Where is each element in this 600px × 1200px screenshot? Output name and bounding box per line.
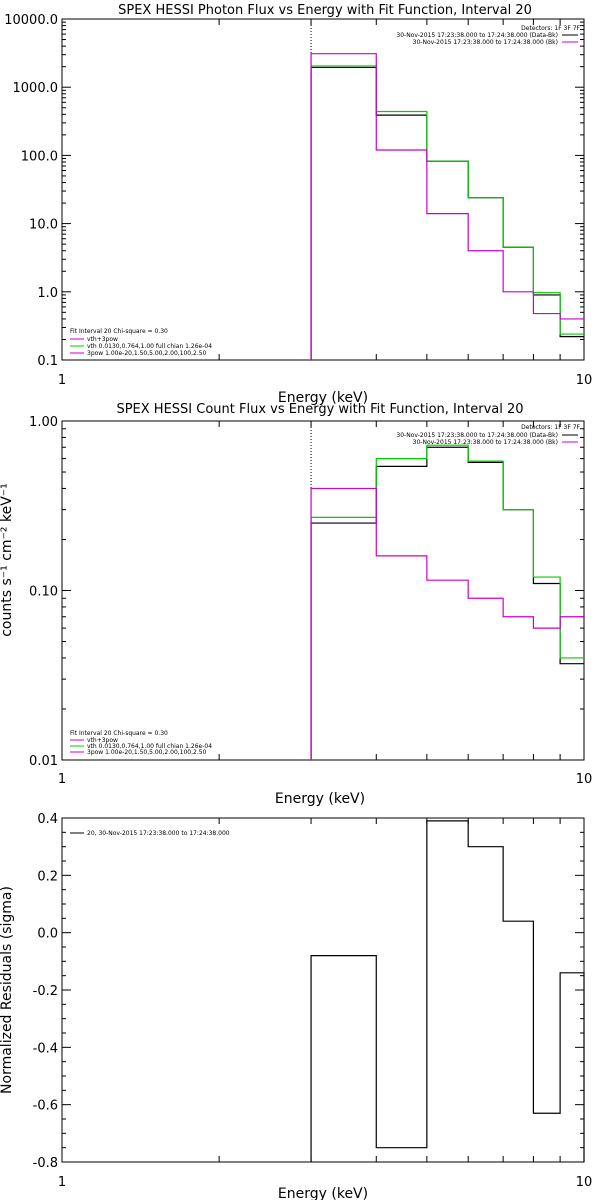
legend-entry-vth3pow: vth+3pow xyxy=(87,737,118,744)
legend-entry-3pow: 3pow 1.00e-20,1.50,5.00,2.00,100,2.50 xyxy=(87,350,207,357)
count-flux-x-tick-label: 1 xyxy=(58,772,66,787)
residuals-y-axis-label: Normalized Residuals (sigma) xyxy=(0,886,15,1094)
y-tick-label: 0.10 xyxy=(29,585,58,600)
residuals-x-tick-label: 1 xyxy=(58,1175,66,1190)
photon-flux-panel: SPEX HESSI Photon Flux vs Energy with Fi… xyxy=(4,3,592,406)
y-tick-label: 1000.0 xyxy=(13,81,59,96)
residuals-ticks xyxy=(62,817,584,1163)
photon-flux-series xyxy=(310,53,584,360)
detectors-label: Detectors: 1F 3F 7F xyxy=(521,25,580,32)
photon-flux-plot-frame xyxy=(61,18,585,361)
count-flux-plot-frame xyxy=(61,420,585,761)
count-flux-panel: SPEX HESSI Count Flux vs Energy with Fit… xyxy=(0,402,592,807)
series-line-0 xyxy=(310,446,584,760)
count-flux-y-axis-label: counts s⁻¹ cm⁻² keV⁻¹ xyxy=(0,483,15,637)
series-line-0 xyxy=(310,820,585,1162)
series-line-2 xyxy=(310,53,584,360)
y-tick-label: -0.4 xyxy=(33,1041,58,1056)
y-tick-label: 0.01 xyxy=(29,754,58,769)
y-tick-label: 10.0 xyxy=(29,218,58,233)
photon-flux-x-tick-label: 10 xyxy=(576,373,593,388)
count-flux-series xyxy=(310,444,584,760)
residuals-x-tick-label: 10 xyxy=(576,1175,593,1190)
legend-entry-bk: 30-Nov-2015 17:23:38.000 to 17:24:38.000… xyxy=(413,439,558,446)
legend-entry-3pow: 3pow 1.00e-20,1.50,5.00,2.00,100,2.50 xyxy=(87,749,207,756)
y-tick-label: -0.6 xyxy=(33,1099,58,1114)
y-tick-label: 0.4 xyxy=(37,812,58,827)
count-flux-title: SPEX HESSI Count Flux vs Energy with Fit… xyxy=(116,402,523,417)
count-flux-x-axis-label: Energy (keV) xyxy=(275,791,365,807)
series-line-2 xyxy=(310,487,584,760)
legend-entry-residuals: 20, 30-Nov-2015 17:23:38.000 to 17:24:38… xyxy=(87,830,230,837)
photon-flux-y-tick-labels: 0.1 1.0 10.0 100.0 1000.0 10000.0 xyxy=(4,13,58,369)
y-tick-label: 0.2 xyxy=(37,869,58,884)
residuals-panel: 0.4 0.2 0.0 -0.2 -0.4 -0.6 -0.8 1 10 Energy (k… xyxy=(0,812,592,1200)
legend-entry-vth: vth 0.0130,0.764,1.00 full chian 1.26e-0… xyxy=(87,743,212,750)
y-tick-label: 0.0 xyxy=(37,927,58,942)
legend-entry-data-bk: 30-Nov-2015 17:23:38.000 to 17:24:38.000… xyxy=(396,32,558,39)
photon-flux-ticks xyxy=(62,18,584,361)
y-tick-label: 100.0 xyxy=(21,149,58,164)
photon-flux-title: SPEX HESSI Photon Flux vs Energy with Fi… xyxy=(118,3,532,18)
legend-entry-bk: 30-Nov-2015 17:23:38.000 to 17:24:38.000… xyxy=(413,39,558,46)
fit-interval-label: Fit Interval 20 Chi-square = 0.30 xyxy=(70,730,168,737)
count-flux-y-tick-labels: 0.01 0.10 1.00 xyxy=(29,415,58,769)
residuals-y-tick-labels: 0.4 0.2 0.0 -0.2 -0.4 -0.6 -0.8 xyxy=(33,812,58,1171)
legend-entry-data-bk: 30-Nov-2015 17:23:38.000 to 17:24:38.000… xyxy=(396,432,558,439)
y-tick-label: -0.2 xyxy=(33,984,58,999)
count-flux-ticks xyxy=(62,420,584,761)
residuals-plot-frame xyxy=(61,817,585,1163)
photon-flux-x-axis-label: Energy (keV) xyxy=(278,390,368,406)
residuals-series xyxy=(310,820,585,1162)
y-tick-label: 10000.0 xyxy=(4,13,58,28)
residuals-x-axis-label: Energy (keV) xyxy=(278,1186,368,1200)
y-tick-label: 1.00 xyxy=(29,415,58,430)
count-flux-x-tick-label: 10 xyxy=(576,772,593,787)
legend-entry-vth: vth 0.0130,0.764,1.00 full chian 1.26e-0… xyxy=(87,343,212,350)
series-line-1 xyxy=(310,65,584,360)
series-line-1 xyxy=(310,444,584,760)
legend-entry-vth3pow: vth+3pow xyxy=(87,336,118,343)
y-tick-label: 0.1 xyxy=(37,354,58,369)
y-tick-label: 1.0 xyxy=(37,286,58,301)
detectors-label: Detectors: 1F 3F 7F xyxy=(521,424,580,431)
fit-interval-label: Fit Interval 20 Chi-square = 0.30 xyxy=(70,328,168,335)
photon-flux-x-tick-label: 1 xyxy=(58,373,66,388)
y-tick-label: -0.8 xyxy=(33,1156,58,1171)
